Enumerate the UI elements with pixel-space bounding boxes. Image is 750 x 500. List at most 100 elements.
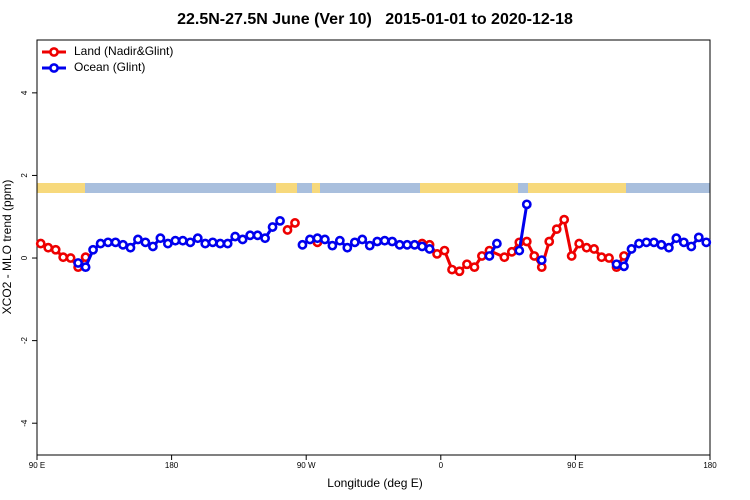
data-point: [245, 230, 256, 241]
land-patch: [312, 183, 320, 193]
data-point: [43, 242, 54, 253]
data-point: [626, 244, 637, 254]
x-tick-label: 180: [703, 461, 717, 470]
data-point: [222, 238, 233, 249]
data-point: [260, 233, 270, 244]
data-point: [649, 237, 659, 248]
data-point: [663, 242, 674, 253]
x-tick-label: 90 W: [297, 461, 316, 470]
data-point: [387, 236, 398, 247]
data-point: [477, 251, 487, 261]
data-point: [103, 237, 113, 248]
data-point: [611, 259, 622, 270]
data-point: [185, 237, 196, 248]
data-point: [604, 253, 614, 263]
data-point: [641, 237, 652, 248]
data-point: [290, 218, 300, 228]
y-tick-label: -2: [20, 337, 29, 345]
data-point: [73, 258, 84, 268]
x-tick-label: 180: [165, 461, 179, 470]
data-point: [252, 230, 263, 241]
land-patch: [420, 183, 518, 193]
x-axis-label: Longitude (deg E): [327, 476, 422, 490]
chart-title: 22.5N-27.5N June (Ver 10) 2015-01-01 to …: [177, 11, 573, 28]
x-tick-label: 0: [439, 461, 444, 470]
y-tick-label: 2: [20, 173, 29, 178]
data-point: [349, 237, 360, 248]
data-point: [297, 239, 308, 250]
data-point: [327, 240, 338, 251]
data-point: [357, 234, 368, 245]
data-point: [678, 237, 689, 248]
data-point: [462, 259, 472, 270]
legend-marker: [49, 63, 59, 73]
land-patch: [528, 183, 626, 193]
data-point: [424, 244, 435, 254]
data-point: [133, 234, 143, 245]
data-point: [596, 252, 607, 263]
data-point: [693, 232, 704, 243]
land-patch: [276, 183, 297, 193]
data-point: [312, 233, 323, 244]
data-point: [544, 236, 555, 247]
legend: Land (Nadir&Glint) Ocean (Glint): [42, 44, 173, 74]
data-point: [536, 255, 547, 265]
data-point: [417, 241, 428, 252]
data-point: [484, 251, 495, 261]
data-point: [409, 239, 420, 250]
data-point: [282, 225, 293, 235]
data-point: [88, 244, 98, 255]
data-point: [499, 252, 510, 263]
data-point: [432, 249, 442, 259]
data-point: [589, 244, 599, 254]
data-point: [491, 238, 502, 249]
data-point: [237, 234, 248, 245]
data-point: [402, 239, 413, 250]
data-point: [118, 239, 128, 250]
data-point: [140, 237, 151, 248]
data-point: [215, 238, 226, 249]
data-point: [35, 238, 46, 249]
land-patch: [37, 183, 85, 193]
x-tick-label: 90 E: [567, 461, 583, 470]
data-point: [439, 245, 450, 256]
data-point: [319, 234, 330, 245]
data-point: [671, 233, 682, 244]
data-point: [364, 240, 375, 251]
data-point: [305, 234, 315, 245]
data-point: [454, 266, 465, 277]
data-point: [506, 246, 517, 257]
data-point: [566, 251, 577, 261]
data-point: [110, 237, 121, 248]
legend-label: Ocean (Glint): [74, 60, 145, 74]
data-point: [200, 238, 211, 249]
data-point: [469, 262, 480, 273]
legend-marker: [49, 47, 59, 57]
y-tick-label: 4: [20, 90, 29, 95]
data-point: [559, 214, 570, 225]
data-point: [634, 238, 644, 249]
data-point: [581, 242, 592, 253]
data-point: [529, 251, 540, 261]
data-point: [170, 235, 181, 246]
data-point: [275, 215, 285, 226]
data-point: [230, 231, 241, 242]
data-point: [514, 245, 525, 256]
data-point: [372, 236, 383, 247]
data-point: [50, 244, 61, 255]
map-strip: [37, 183, 710, 193]
data-point: [342, 242, 353, 253]
data-point: [334, 235, 345, 246]
data-point: [58, 252, 69, 263]
data-point: [207, 237, 218, 248]
data-point: [177, 235, 188, 246]
data-point: [192, 233, 203, 244]
data-point: [551, 224, 562, 235]
y-tick-label: -4: [20, 419, 29, 427]
legend-label: Land (Nadir&Glint): [74, 44, 173, 58]
data-point: [521, 199, 532, 210]
data-point: [80, 262, 91, 273]
data-point: [162, 238, 173, 249]
y-tick-label: 0: [20, 255, 29, 260]
